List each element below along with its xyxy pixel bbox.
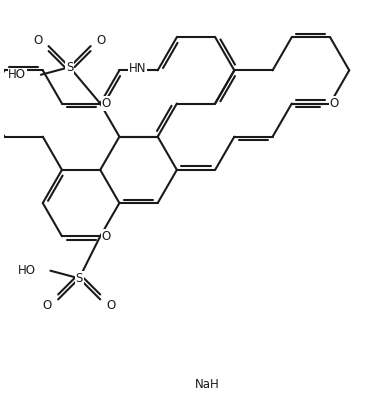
Text: NaH: NaH [195,378,220,391]
Text: O: O [33,34,42,47]
Text: HO: HO [18,264,36,277]
Text: HN: HN [129,62,146,75]
Text: S: S [66,61,73,74]
Text: O: O [102,97,111,110]
Text: O: O [102,230,111,243]
Text: HO: HO [8,68,26,81]
Text: O: O [329,97,339,110]
Text: O: O [106,298,116,312]
Text: O: O [43,298,52,312]
Text: O: O [97,34,106,47]
Text: S: S [76,272,83,285]
